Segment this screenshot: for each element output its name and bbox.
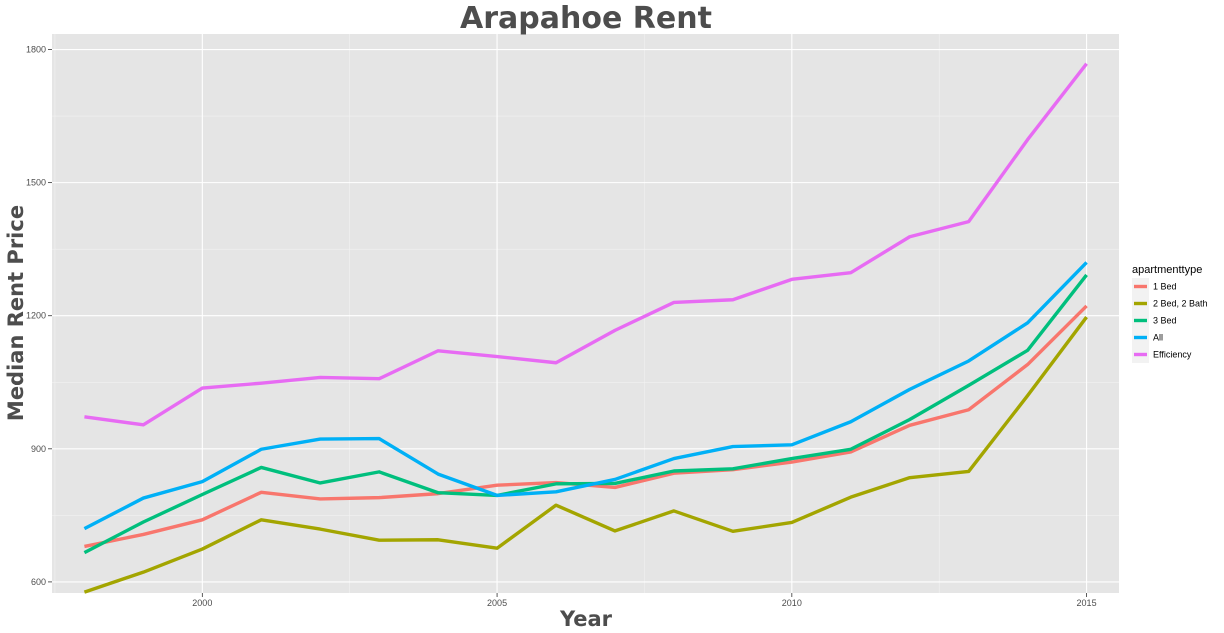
legend-label-1-bed: 1 Bed [1153, 282, 1177, 292]
series-lines [83, 62, 1088, 594]
legend-label-all: All [1153, 333, 1163, 343]
y-tick-label: 1800 [26, 45, 46, 55]
x-tick-label: 2000 [192, 598, 212, 608]
series-line-all [83, 261, 1088, 531]
series-line-3-bed [83, 273, 1088, 555]
legend-label-2-bed-2-bath: 2 Bed, 2 Bath [1153, 299, 1208, 309]
y-tick-label: 900 [31, 444, 46, 454]
plot-panel [52, 34, 1119, 593]
y-axis-ticks: 600 900 1200 1500 1800 [26, 45, 52, 587]
x-tick-label: 2005 [487, 598, 507, 608]
x-tick-label: 2015 [1077, 598, 1097, 608]
y-axis-title: Median Rent Price [4, 205, 28, 421]
x-tick-label: 2010 [782, 598, 802, 608]
y-tick-label: 600 [31, 577, 46, 587]
minor-gridlines [52, 34, 1119, 593]
legend-title: apartmenttype [1132, 264, 1202, 276]
y-tick-label: 1200 [26, 311, 46, 321]
x-axis-ticks: 2000 2005 2010 2015 [192, 593, 1097, 608]
chart-title: Arapahoe Rent [460, 1, 712, 36]
series-line-efficiency [84, 62, 1088, 427]
y-tick-label: 1500 [26, 178, 46, 188]
legend-label-3-bed: 3 Bed [1153, 316, 1177, 326]
legend: apartmenttype 1 Bed 2 Bed, 2 Bath 3 Bed All… [1132, 264, 1208, 363]
legend-label-efficiency: Efficiency [1153, 350, 1192, 360]
series-line-2-bed-2-bath [83, 316, 1088, 594]
x-axis-title: Year [559, 607, 613, 631]
major-gridlines [52, 34, 1119, 593]
